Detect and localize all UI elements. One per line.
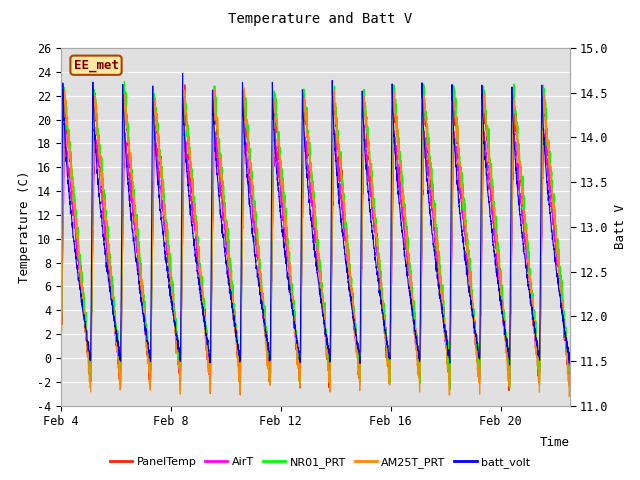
batt_volt bbox=[275, 186, 282, 192]
PanelTemp bbox=[275, 145, 282, 151]
PanelTemp bbox=[115, 356, 123, 361]
batt_volt bbox=[506, 362, 513, 368]
NR01_PRT bbox=[556, 271, 564, 276]
AM25T_PRT bbox=[566, 382, 573, 387]
Text: Time: Time bbox=[540, 436, 570, 449]
Y-axis label: Temperature (C): Temperature (C) bbox=[19, 170, 31, 283]
NR01_PRT bbox=[120, 79, 128, 84]
PanelTemp bbox=[501, 328, 509, 334]
AM25T_PRT bbox=[252, 228, 260, 234]
AirT bbox=[501, 330, 509, 336]
PanelTemp bbox=[566, 391, 573, 397]
PanelTemp bbox=[236, 392, 244, 397]
PanelTemp bbox=[252, 226, 260, 232]
AirT bbox=[252, 244, 260, 250]
Line: AirT: AirT bbox=[61, 124, 570, 386]
AirT bbox=[241, 121, 249, 127]
Line: PanelTemp: PanelTemp bbox=[61, 85, 570, 395]
AM25T_PRT bbox=[556, 277, 564, 283]
batt_volt bbox=[566, 360, 573, 365]
NR01_PRT bbox=[275, 132, 282, 138]
batt_volt bbox=[57, 361, 65, 367]
Line: AM25T_PRT: AM25T_PRT bbox=[61, 88, 570, 397]
batt_volt bbox=[556, 291, 564, 297]
Y-axis label: Batt V: Batt V bbox=[614, 204, 627, 249]
batt_volt bbox=[115, 344, 123, 349]
AM25T_PRT bbox=[241, 85, 248, 91]
AM25T_PRT bbox=[115, 369, 123, 375]
NR01_PRT bbox=[501, 325, 509, 331]
NR01_PRT bbox=[57, 373, 65, 379]
AirT bbox=[115, 359, 123, 365]
AirT bbox=[446, 384, 454, 389]
PanelTemp bbox=[181, 82, 189, 88]
AirT bbox=[275, 168, 282, 174]
batt_volt bbox=[145, 350, 153, 356]
AirT bbox=[566, 356, 573, 361]
PanelTemp bbox=[556, 282, 564, 288]
AirT bbox=[556, 276, 564, 281]
Line: batt_volt: batt_volt bbox=[61, 73, 570, 365]
AM25T_PRT bbox=[57, 369, 65, 375]
Text: Temperature and Batt V: Temperature and Batt V bbox=[228, 12, 412, 26]
AM25T_PRT bbox=[565, 394, 573, 400]
NR01_PRT bbox=[145, 362, 153, 368]
PanelTemp bbox=[145, 377, 153, 383]
NR01_PRT bbox=[57, 388, 65, 394]
batt_volt bbox=[501, 331, 509, 336]
batt_volt bbox=[252, 265, 260, 271]
Line: NR01_PRT: NR01_PRT bbox=[61, 82, 570, 391]
AirT bbox=[145, 365, 153, 371]
NR01_PRT bbox=[252, 219, 260, 225]
batt_volt bbox=[179, 71, 186, 76]
AM25T_PRT bbox=[145, 358, 153, 364]
AirT bbox=[57, 359, 65, 365]
Text: EE_met: EE_met bbox=[74, 59, 118, 72]
NR01_PRT bbox=[566, 376, 573, 382]
PanelTemp bbox=[57, 388, 65, 394]
AM25T_PRT bbox=[501, 337, 509, 343]
NR01_PRT bbox=[115, 361, 123, 367]
AM25T_PRT bbox=[275, 139, 282, 145]
Legend: PanelTemp, AirT, NR01_PRT, AM25T_PRT, batt_volt: PanelTemp, AirT, NR01_PRT, AM25T_PRT, ba… bbox=[106, 452, 534, 472]
